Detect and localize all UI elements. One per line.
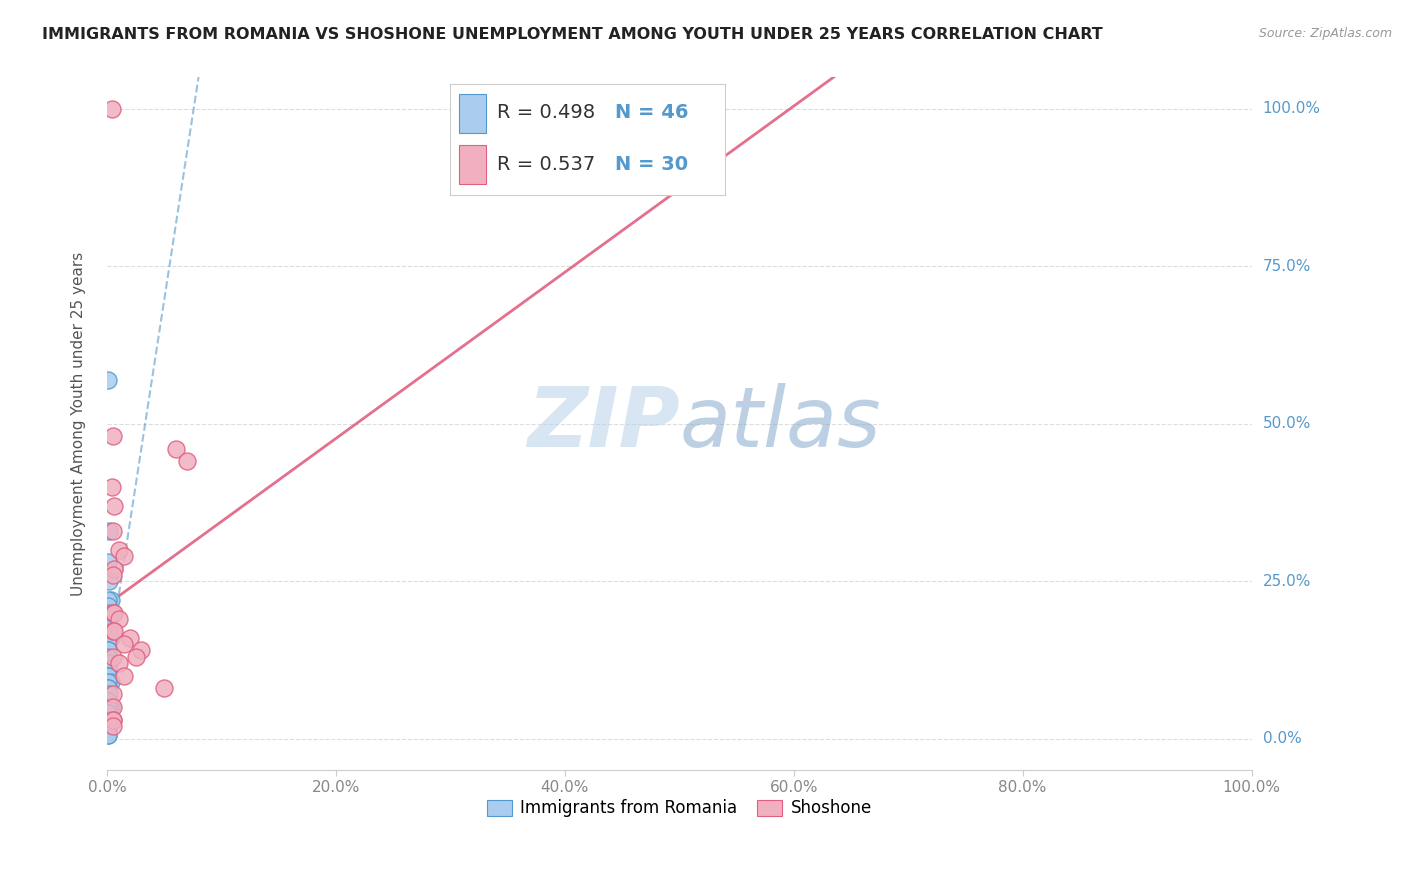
Point [97,728,120,742]
Point [103,606,125,620]
Point [97,606,120,620]
Point [98,706,121,721]
Point [98,524,121,538]
Point [97,618,120,632]
Text: ZIP: ZIP [527,384,679,464]
Point [97,674,120,689]
Point [97,555,120,569]
Point [97,373,120,387]
Point [97,662,120,676]
Text: atlas: atlas [679,384,882,464]
Text: Source: ZipAtlas.com: Source: ZipAtlas.com [1258,27,1392,40]
Point [97,719,120,733]
Point [97,618,120,632]
Point [97,700,120,714]
Point [97,643,120,657]
Text: 100.0%: 100.0% [1263,102,1320,117]
Point [97,694,120,708]
Point [97,593,120,607]
Point [97,713,120,727]
Point [101,713,124,727]
Point [107,656,129,670]
Point [97,694,120,708]
Point [125,649,148,664]
Point [97,728,120,742]
Point [98,656,121,670]
Legend: Immigrants from Romania, Shoshone: Immigrants from Romania, Shoshone [479,793,879,824]
Point [100,480,122,494]
Point [98,624,121,639]
Point [97,668,120,682]
Point [103,499,125,513]
Point [97,719,120,733]
Point [100,674,122,689]
Point [97,713,120,727]
Text: 75.0%: 75.0% [1263,259,1310,274]
Point [97,700,120,714]
Point [101,524,124,538]
Point [97,681,120,695]
Point [107,542,129,557]
Y-axis label: Unemployment Among Youth under 25 years: Unemployment Among Youth under 25 years [72,252,86,596]
Point [97,681,120,695]
Text: 25.0%: 25.0% [1263,574,1310,589]
Point [100,631,122,645]
Point [101,688,124,702]
Point [101,606,124,620]
Point [100,102,122,116]
Point [101,713,124,727]
Point [118,631,141,645]
Point [112,668,135,682]
Point [97,662,120,676]
Point [98,688,121,702]
Point [97,725,120,739]
Text: 0.0%: 0.0% [1263,731,1302,746]
Point [103,624,125,639]
Point [100,700,122,714]
Point [176,454,198,468]
Point [98,574,121,588]
Point [100,593,122,607]
Point [97,599,120,614]
Point [97,656,120,670]
Point [153,681,176,695]
Text: IMMIGRANTS FROM ROMANIA VS SHOSHONE UNEMPLOYMENT AMONG YOUTH UNDER 25 YEARS CORR: IMMIGRANTS FROM ROMANIA VS SHOSHONE UNEM… [42,27,1102,42]
Point [97,719,120,733]
Point [101,700,124,714]
Point [97,706,120,721]
Point [97,668,120,682]
Point [98,719,121,733]
Text: 50.0%: 50.0% [1263,417,1310,431]
Point [97,643,120,657]
Point [112,637,135,651]
Point [97,649,120,664]
Point [101,606,124,620]
Point [101,719,124,733]
Point [97,637,120,651]
Point [101,429,124,443]
Point [103,561,125,575]
Point [131,643,153,657]
Point [97,612,120,626]
Point [101,624,124,639]
Point [101,649,124,664]
Point [112,549,135,563]
Point [101,567,124,582]
Point [107,612,129,626]
Point [97,631,120,645]
Point [97,612,120,626]
Point [165,442,187,456]
